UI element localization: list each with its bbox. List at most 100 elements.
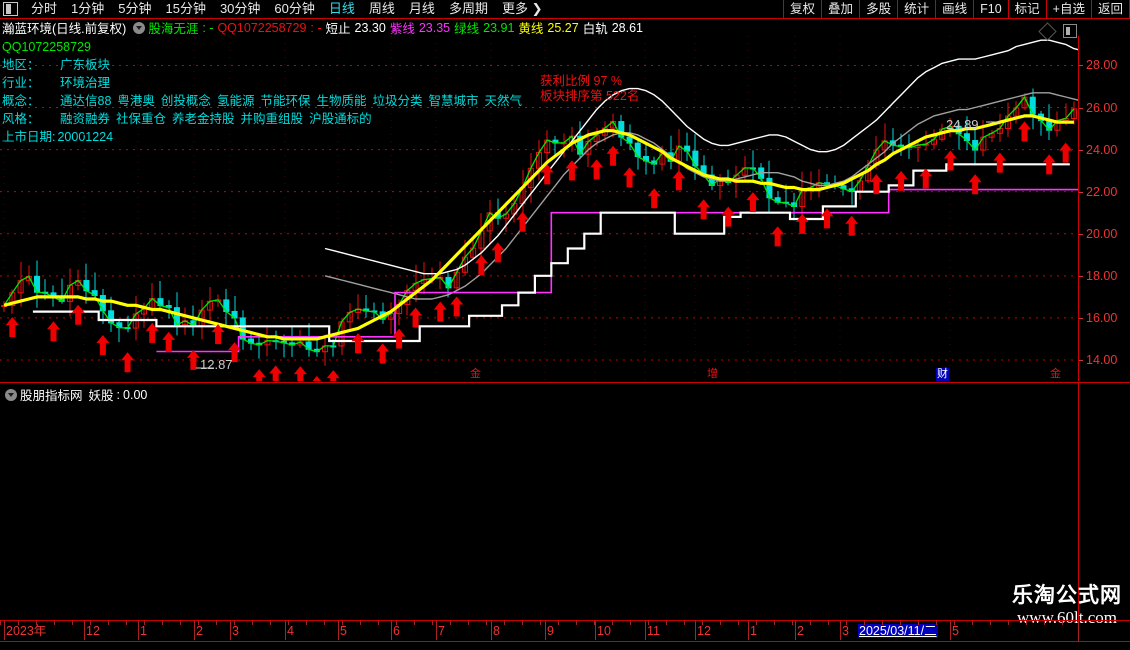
- purple-line-value: 23.35: [418, 20, 451, 35]
- date-axis-selected-label[interactable]: 2025/03/11/二: [858, 624, 938, 638]
- panel-split-icon[interactable]: [1063, 24, 1077, 38]
- stock-name: 瀚蓝环境(日线.前复权): [2, 22, 127, 36]
- chevron-down-icon[interactable]: [133, 21, 146, 34]
- subpanel-axis-divider: [1078, 383, 1079, 621]
- date-tick-minor: [90, 621, 91, 625]
- chart-corner-icons: [1038, 21, 1077, 41]
- signal-marker-row: 金增财金: [0, 368, 1078, 384]
- date-tick: [950, 621, 951, 640]
- date-axis-right-divider: [1078, 621, 1079, 642]
- signal-marker-3[interactable]: 金: [1050, 368, 1061, 380]
- concept-tag-3[interactable]: 氢能源: [216, 94, 255, 108]
- style-tag-2[interactable]: 养老金持股: [172, 112, 235, 126]
- period-tab-4[interactable]: 30分钟: [219, 1, 261, 16]
- price-tick-label: 22.00: [1086, 184, 1118, 199]
- green-line-value: 23.91: [483, 20, 515, 35]
- date-tick: [795, 621, 796, 640]
- toolbar-button-多股[interactable]: 多股: [859, 0, 897, 19]
- subpanel-series-value: 0.00: [123, 387, 148, 402]
- diamond-icon[interactable]: [1038, 21, 1057, 41]
- signal-marker-1[interactable]: 增: [707, 368, 718, 380]
- info-qq: QQ1072258729: [2, 40, 91, 54]
- date-axis[interactable]: 2023年 12 1 2 3 4 5 6 7 8 9 10 11 12 1 2 3 2025/03/11/二 5: [0, 620, 1130, 642]
- date-tick-minor: [792, 621, 793, 625]
- style-tag-4[interactable]: 沪股通标的: [309, 112, 372, 126]
- style-tag-3[interactable]: 并购重组股: [240, 112, 304, 126]
- toolbar-button-画线[interactable]: 画线: [935, 0, 973, 19]
- toolbar-button-复权[interactable]: 复权: [783, 0, 821, 19]
- concept-tag-4[interactable]: 节能环保: [260, 94, 311, 108]
- concept-tag-0[interactable]: 通达信88: [60, 94, 112, 108]
- price-tick-label: 14.00: [1086, 352, 1118, 367]
- date-tick-minor: [756, 621, 757, 625]
- toolbar-button-标记[interactable]: 标记: [1007, 0, 1046, 19]
- yellow-line-value: 25.27: [547, 20, 579, 35]
- info-concept-row: 概念： 通达信88 粤港奥 创投概念 氢能源 节能环保 生物质能 垃圾分类 智慧城市 天然气: [2, 92, 528, 110]
- date-tick-minor: [126, 621, 127, 625]
- indicator-sep: : -: [202, 20, 214, 35]
- indicator-name: 股海无涯: [148, 22, 199, 36]
- concept-tag-2[interactable]: 创投概念: [160, 94, 211, 108]
- date-tick-minor: [504, 621, 505, 625]
- date-tick: [840, 621, 841, 640]
- date-tick-minor: [774, 621, 775, 625]
- period-tab-7[interactable]: 周线: [368, 1, 395, 16]
- date-tick: [436, 621, 437, 640]
- period-tab-5[interactable]: 60分钟: [274, 1, 315, 16]
- date-tick-minor: [990, 621, 991, 625]
- date-tick: [491, 621, 492, 640]
- style-tag-1[interactable]: 社保重仓: [116, 112, 167, 126]
- main-price-chart[interactable]: [0, 36, 1078, 381]
- date-tick-minor: [180, 621, 181, 625]
- concept-tag-1[interactable]: 粤港奥: [117, 94, 155, 108]
- date-tick-minor: [612, 621, 613, 625]
- period-tab-8[interactable]: 月线: [408, 1, 435, 16]
- date-tick: [84, 621, 85, 640]
- price-tick: [1079, 65, 1083, 67]
- date-tick-minor: [1008, 621, 1009, 625]
- period-tab-3[interactable]: 15分钟: [165, 1, 206, 16]
- toolbar-button-返回[interactable]: 返回: [1090, 0, 1130, 19]
- date-tick-minor: [936, 621, 937, 625]
- toolbar-button-叠加[interactable]: 叠加: [821, 0, 859, 19]
- signal-marker-0[interactable]: 金: [470, 368, 481, 380]
- price-tick-label: 16.00: [1086, 310, 1118, 325]
- period-tab-1[interactable]: 1分钟: [71, 1, 105, 16]
- toolbar-button-F10[interactable]: F10: [973, 0, 1008, 19]
- date-tick-minor: [576, 621, 577, 625]
- period-tab-0[interactable]: 分时: [31, 1, 58, 16]
- toolbar-button-+自选[interactable]: +自选: [1045, 0, 1091, 19]
- signal-marker-2[interactable]: 财: [936, 368, 949, 381]
- watermark-url: www.60lt.com: [1017, 608, 1117, 627]
- date-tick-minor: [468, 621, 469, 625]
- period-tab-2[interactable]: 5分钟: [118, 1, 152, 16]
- panel-toggle-icon[interactable]: [3, 2, 18, 16]
- date-axis-label: 5: [952, 624, 959, 638]
- date-tick-minor: [738, 621, 739, 625]
- concept-tag-6[interactable]: 垃圾分类: [372, 94, 423, 108]
- region-label: 地区：: [2, 58, 40, 72]
- date-tick-minor: [828, 621, 829, 625]
- date-tick-minor: [378, 621, 379, 625]
- concept-tag-5[interactable]: 生物质能: [316, 94, 367, 108]
- date-tick-minor: [18, 621, 19, 625]
- white-band-label: 白轨: [582, 22, 608, 36]
- price-tick-label: 24.00: [1086, 142, 1118, 157]
- date-tick: [194, 621, 195, 640]
- date-axis-label: 1: [750, 624, 757, 638]
- info-industry-row: 行业： 环境治理: [2, 74, 528, 92]
- period-tab-10[interactable]: 更多 ❯: [501, 1, 543, 16]
- date-tick-minor: [342, 621, 343, 625]
- style-tag-0[interactable]: 融资融券: [60, 112, 111, 126]
- concept-tag-8[interactable]: 天然气: [484, 94, 523, 108]
- date-tick-minor: [864, 621, 865, 625]
- green-line-label: 绿线: [454, 22, 480, 36]
- date-tick: [645, 621, 646, 640]
- toolbar-button-统计[interactable]: 统计: [897, 0, 935, 19]
- period-tab-6[interactable]: 日线: [328, 1, 355, 16]
- concept-tag-7[interactable]: 智慧城市: [428, 94, 479, 108]
- date-axis-label: 12: [86, 624, 100, 638]
- date-axis-label: 12: [697, 624, 711, 638]
- chevron-down-icon[interactable]: [5, 388, 17, 401]
- period-tab-9[interactable]: 多周期: [448, 1, 488, 16]
